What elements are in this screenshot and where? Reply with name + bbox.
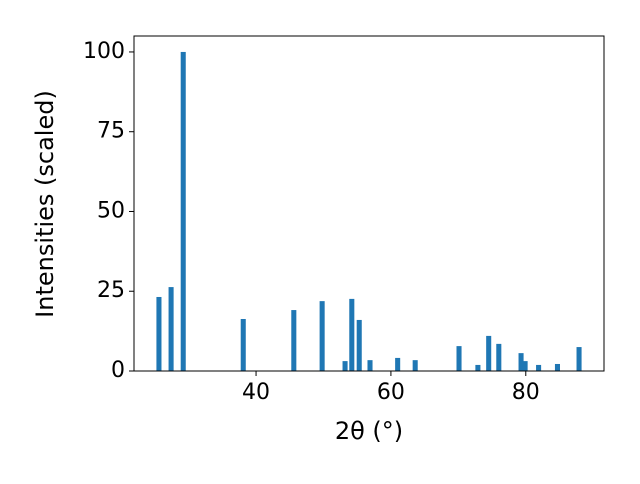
y-tick-label: 0 (111, 358, 125, 383)
y-tick-label: 100 (83, 39, 125, 64)
bar (475, 364, 481, 371)
bar (536, 364, 542, 371)
bar (367, 360, 373, 371)
bar (395, 357, 401, 371)
bar (522, 361, 528, 371)
bar (496, 343, 502, 371)
bar (342, 361, 348, 371)
bar (518, 353, 524, 371)
y-tick-label: 50 (97, 198, 125, 223)
x-tick-label: 80 (512, 380, 540, 405)
bar (456, 346, 462, 371)
y-tick-label: 75 (97, 119, 125, 144)
bar (576, 347, 582, 371)
bar (319, 301, 325, 371)
bar (554, 363, 561, 371)
bar (356, 319, 362, 371)
plot-frame (133, 35, 605, 372)
bar (486, 335, 492, 371)
bar (412, 360, 418, 371)
bar (349, 298, 355, 371)
bar (156, 296, 162, 371)
bar (291, 310, 297, 371)
y-axis-label: Intensities (scaled) (31, 90, 59, 318)
x-tick-label: 60 (377, 380, 405, 405)
bar (168, 287, 174, 371)
bar (240, 318, 246, 371)
bar (180, 51, 186, 371)
x-tick-label: 40 (242, 380, 270, 405)
x-axis-label: 2θ (°) (335, 417, 403, 445)
y-tick-label: 25 (97, 278, 125, 303)
